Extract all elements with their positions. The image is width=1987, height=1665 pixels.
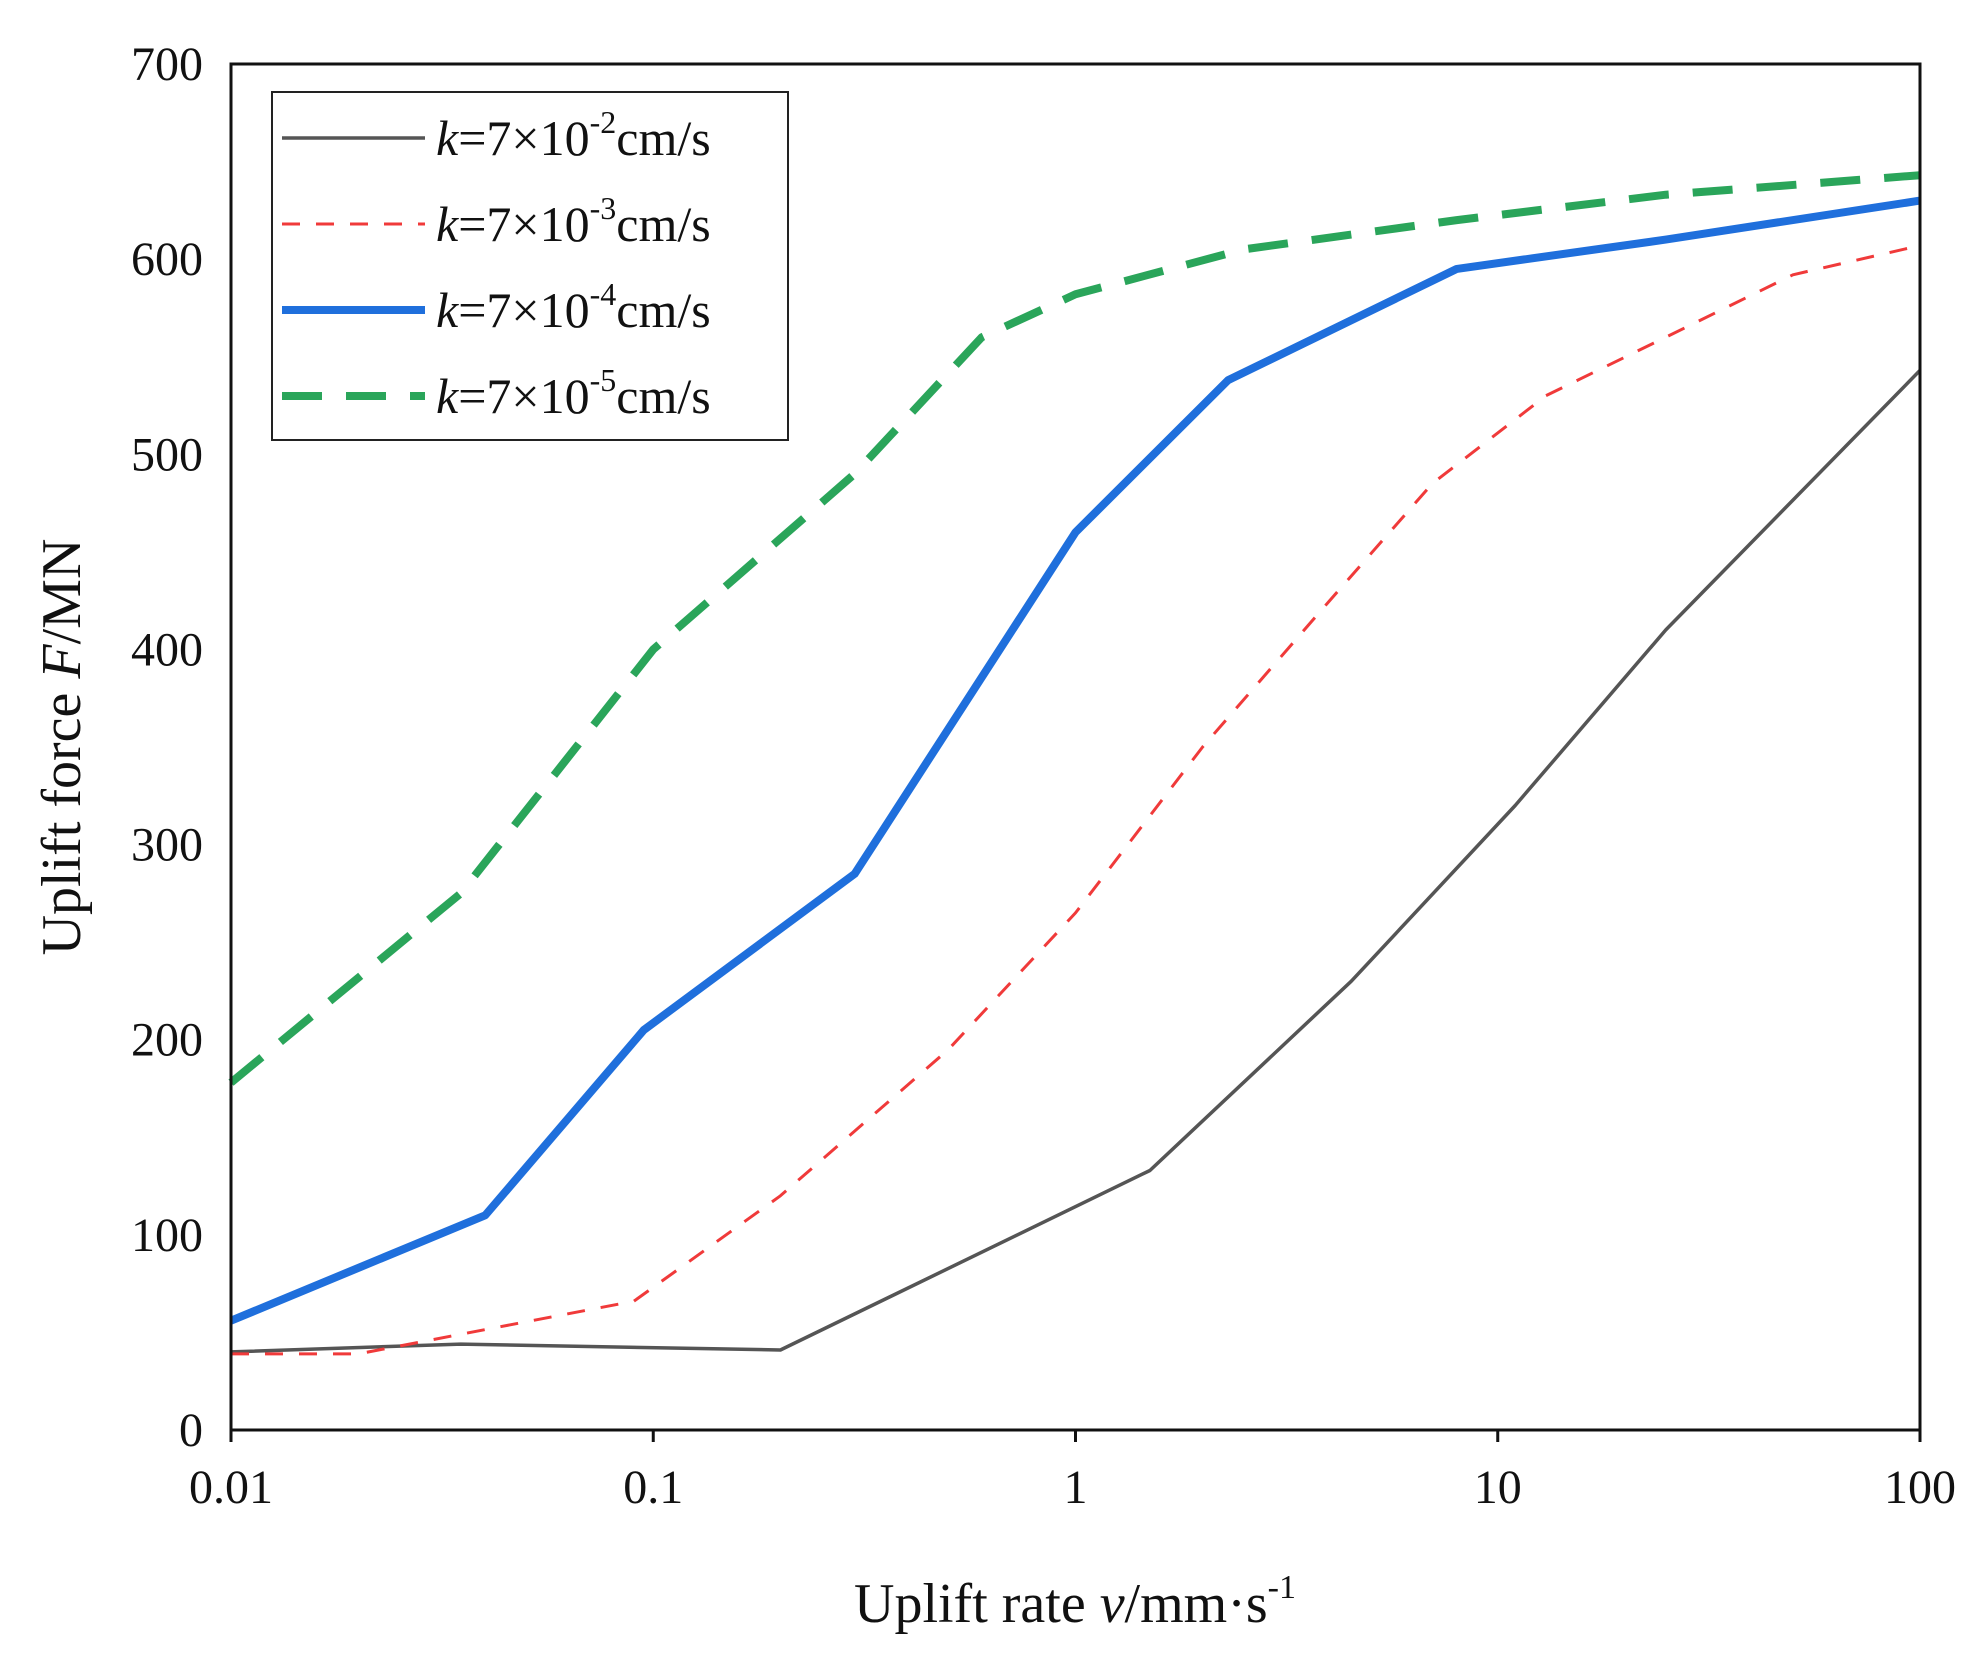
series-line-2: [231, 244, 1921, 1356]
legend-label: k=7×10-2cm/s: [436, 104, 711, 166]
y-tick-label: 600: [131, 233, 203, 286]
x-axis-ticks: 0.01 0.1 1 10 100: [189, 1430, 1956, 1514]
y-tick-label: 400: [131, 623, 203, 676]
legend-label: k=7×10-4cm/s: [436, 276, 711, 338]
x-axis-label: Uplift rate v/mm·s-1: [854, 1569, 1296, 1635]
x-tick-label: 1: [1064, 1461, 1088, 1514]
plot-area: [228, 171, 1922, 1356]
y-axis-ticks: 0 100 200 300 400 500 600 700: [131, 38, 203, 1457]
y-tick-label: 100: [131, 1209, 203, 1262]
y-tick-label: 200: [131, 1014, 203, 1067]
legend-label: k=7×10-5cm/s: [436, 362, 711, 424]
y-tick-label: 300: [131, 819, 203, 872]
series-line-3: [229, 196, 1921, 1325]
x-tick-label: 10: [1474, 1461, 1522, 1514]
x-tick-label: 0.01: [189, 1461, 273, 1514]
series-line-1: [230, 369, 1922, 1354]
legend-label: k=7×10-3cm/s: [436, 190, 711, 252]
y-tick-label: 0: [179, 1404, 203, 1457]
series-line-4: [228, 171, 1921, 1086]
x-tick-label: 0.1: [623, 1461, 683, 1514]
x-tick-label: 100: [1884, 1461, 1956, 1514]
y-axis-label: Uplift force F/MN: [31, 539, 93, 956]
legend-box: [271, 91, 789, 441]
y-tick-label: 500: [131, 428, 203, 481]
legend: k=7×10-2cm/s k=7×10-3cm/s k=7×10-4cm/s k=7×…: [271, 91, 789, 441]
y-tick-label: 700: [131, 38, 203, 91]
